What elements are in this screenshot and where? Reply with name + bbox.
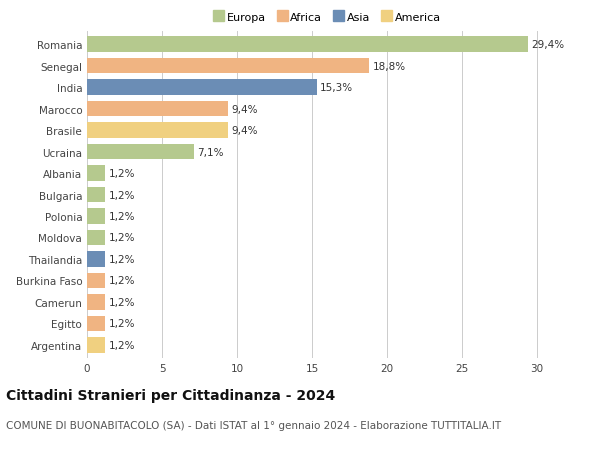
Bar [87,80,317,95]
Bar [87,230,105,246]
Text: 1,2%: 1,2% [109,233,135,243]
Text: 18,8%: 18,8% [373,62,406,72]
Bar [87,187,105,203]
Text: 29,4%: 29,4% [532,40,565,50]
Text: COMUNE DI BUONABITACOLO (SA) - Dati ISTAT al 1° gennaio 2024 - Elaborazione TUTT: COMUNE DI BUONABITACOLO (SA) - Dati ISTA… [6,420,501,430]
Bar [87,316,105,331]
Bar [87,252,105,267]
Text: 1,2%: 1,2% [109,297,135,307]
Text: 1,2%: 1,2% [109,190,135,200]
Bar [87,209,105,224]
Bar [87,37,528,53]
Bar [87,145,193,160]
Text: 1,2%: 1,2% [109,254,135,264]
Text: 9,4%: 9,4% [232,104,258,114]
Text: 1,2%: 1,2% [109,276,135,286]
Bar [87,101,228,117]
Text: 1,2%: 1,2% [109,212,135,222]
Bar [87,273,105,289]
Bar [87,166,105,181]
Text: 1,2%: 1,2% [109,340,135,350]
Text: 9,4%: 9,4% [232,126,258,136]
Bar [87,337,105,353]
Text: 7,1%: 7,1% [197,147,224,157]
Bar [87,59,369,74]
Text: 1,2%: 1,2% [109,168,135,179]
Bar [87,123,228,139]
Text: Cittadini Stranieri per Cittadinanza - 2024: Cittadini Stranieri per Cittadinanza - 2… [6,388,335,402]
Bar [87,295,105,310]
Text: 1,2%: 1,2% [109,319,135,329]
Legend: Europa, Africa, Asia, America: Europa, Africa, Asia, America [214,13,440,23]
Text: 15,3%: 15,3% [320,83,353,93]
